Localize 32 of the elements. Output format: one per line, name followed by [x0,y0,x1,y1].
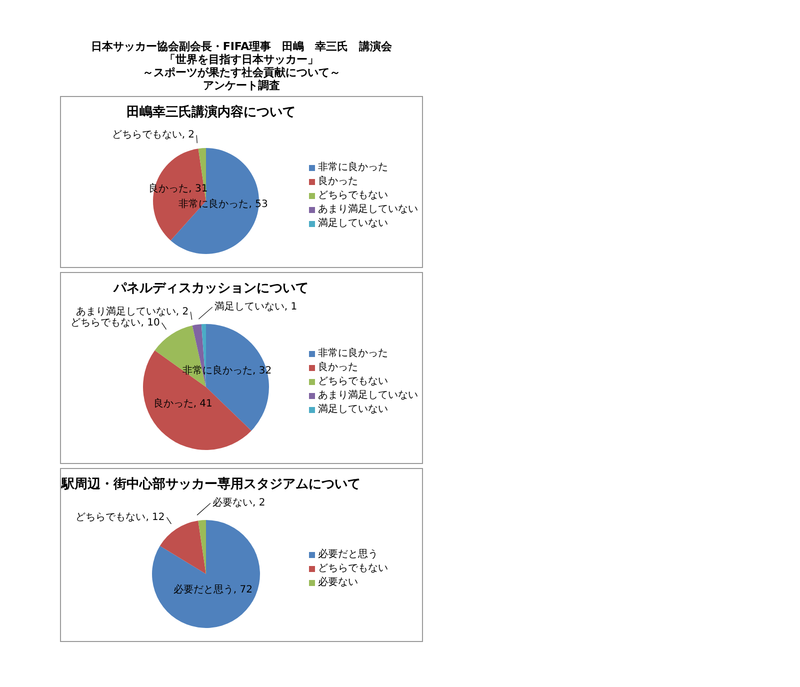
legend-label: 良かった [318,175,358,189]
data-label: 満足していない, 1 [214,300,298,313]
legend-label: 良かった [318,361,358,375]
legend-label: 必要ない [318,576,358,590]
legend-label: 非常に良かった [318,347,388,361]
pie-slice [198,520,206,574]
legend-label: 非常に良かった [318,161,388,175]
text: 「世界を目指す日本サッカー」 [164,53,320,66]
legend-label: 満足していない [318,403,388,417]
data-label: どちらでもない, 2 [112,130,195,141]
text: アンケート調査 [202,79,281,92]
pie-slice [160,520,206,574]
pie-slice [152,520,260,628]
legend-label: あまり満足していない [318,203,418,217]
chart-title: 駅周辺・街中心部サッカー専用スタジアムについて [61,476,361,493]
legend-label: 満足していない [318,217,388,231]
data-label: 必要ない, 2 [212,496,266,509]
chart-title: パネルディスカッションについて [112,280,310,297]
text: 日本サッカー協会副会長・FIFA理事 田嶋 幸三氏 講演会 [90,40,394,53]
text: ～スポーツが果たす社会貢献について～ [142,66,342,79]
data-label: 良かった, 41 [153,397,212,410]
legend-label: 必要だと思う [318,548,378,562]
data-label: どちらでもない, 12 [76,512,165,523]
legend-label: あまり満足していない [318,389,418,403]
data-label: 必要だと思う, 72 [173,584,252,596]
data-label: どちらでもない, 10 [70,317,160,328]
legend-label: どちらでもない [318,189,388,203]
data-label: あまり満足していない, 2 [76,305,189,318]
legend-label: どちらでもない [318,375,388,389]
chart-title: 田嶋幸三氏講演内容について [126,104,296,121]
pie-slice [143,350,252,450]
legend-label: どちらでもない [318,562,388,576]
